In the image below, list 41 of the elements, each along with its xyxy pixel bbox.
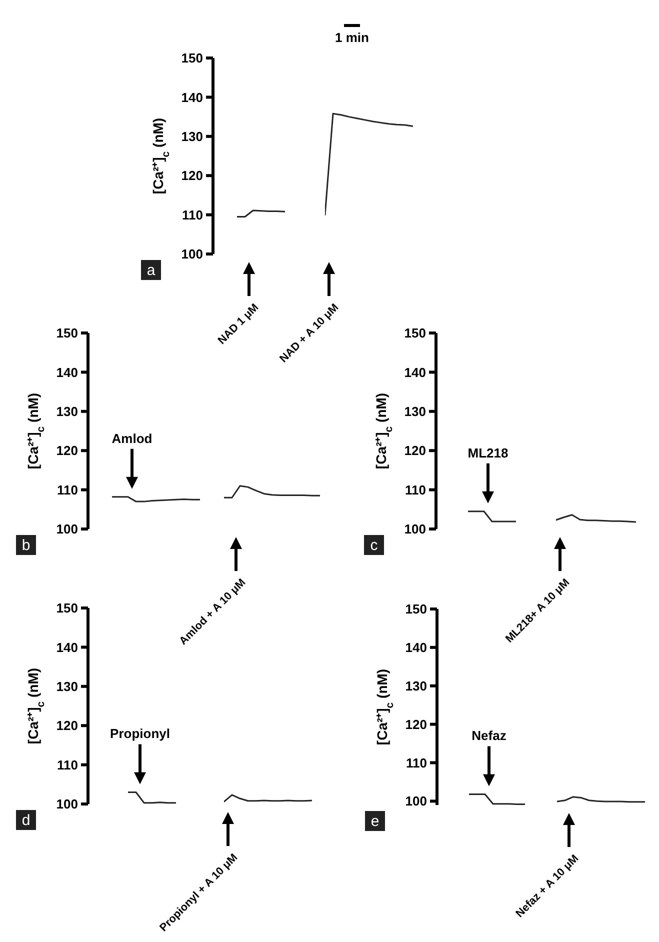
y-tick-label: 110 <box>182 207 203 222</box>
y-tick-label: 100 <box>181 246 203 262</box>
y-tick-label: 140 <box>56 640 78 655</box>
y-tick-label: 100 <box>404 522 426 537</box>
y-tick-label: 110 <box>57 482 78 498</box>
y-tick-label: 150 <box>181 50 203 66</box>
annotation: Nefaz <box>472 728 507 744</box>
y-tick-label: 140 <box>56 364 78 380</box>
text: 1 min <box>335 30 370 45</box>
y-tick-label: 140 <box>404 364 426 380</box>
y-tick-label: 130 <box>181 128 203 144</box>
annotation: Propionyl <box>110 726 170 742</box>
y-tick-label: 150 <box>405 602 427 617</box>
y-tick-label: 110 <box>406 755 427 770</box>
y-tick-label: 150 <box>56 600 78 616</box>
y-tick-label: 110 <box>57 757 78 772</box>
text: e <box>370 813 380 830</box>
annotation: ML218 <box>468 445 508 460</box>
y-tick-label: 130 <box>405 678 427 694</box>
y-tick-label: 150 <box>404 326 426 341</box>
y-tick-label: 120 <box>404 443 426 458</box>
y-tick-label: 140 <box>181 90 203 105</box>
line-series <box>112 485 320 502</box>
y-tick-label: 130 <box>404 404 426 419</box>
y-tick-label: 100 <box>56 796 78 812</box>
text: c <box>370 537 378 554</box>
y-tick-label: 130 <box>56 678 78 694</box>
y-tick-label: 150 <box>56 326 78 341</box>
text: d <box>22 812 30 829</box>
y-tick-label: 100 <box>56 522 78 537</box>
y-tick-label: 120 <box>56 443 78 458</box>
y-tick-label: 120 <box>405 716 427 732</box>
y-tick-label: 120 <box>56 718 78 734</box>
y-tick-label: 100 <box>405 794 427 809</box>
annotation: Amlod <box>112 430 152 446</box>
y-tick-label: 110 <box>405 482 426 498</box>
y-tick-label: 140 <box>405 640 427 655</box>
y-tick-label: 130 <box>56 404 78 419</box>
y-tick-label: 120 <box>181 168 203 184</box>
text: b <box>22 537 30 554</box>
text: a <box>146 262 156 279</box>
